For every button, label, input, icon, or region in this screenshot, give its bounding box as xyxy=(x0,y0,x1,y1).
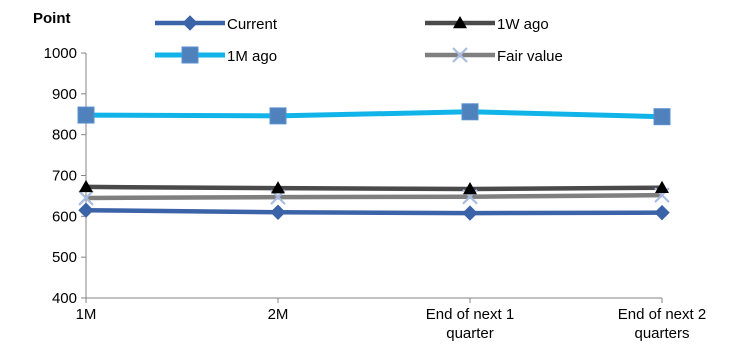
series-markers xyxy=(77,103,671,221)
data-point-1w-ago xyxy=(79,179,93,193)
legend-label: 1W ago xyxy=(497,16,549,33)
data-point-current xyxy=(654,204,670,221)
data-point-current xyxy=(462,205,478,221)
y-unit-label: Point xyxy=(33,10,71,27)
data-point-1w-ago xyxy=(463,181,477,195)
x-tick-label: quarter xyxy=(446,325,494,342)
legend-item: 1W ago xyxy=(425,16,549,33)
y-tick-label: 1000 xyxy=(44,45,77,62)
series-line-fair-value xyxy=(85,192,663,201)
x-tick-label: quarters xyxy=(634,325,689,342)
legend-item: 1M ago xyxy=(155,46,277,65)
y-tick-label: 500 xyxy=(52,249,77,266)
legend-marker xyxy=(181,46,199,64)
legend-item: Fair value xyxy=(425,47,563,65)
data-point-1w-ago xyxy=(655,180,669,193)
series-line-1w-ago xyxy=(85,184,663,192)
x-tick-label: End of next 2 xyxy=(618,306,706,323)
legend-item: Current xyxy=(155,15,278,33)
legend-marker xyxy=(453,16,467,29)
legend-label: Current xyxy=(227,16,278,33)
data-point-1m-ago xyxy=(653,108,671,126)
legend: Current 1W ago 1M ago Fair value xyxy=(155,15,563,65)
y-tick-label: 800 xyxy=(52,127,77,144)
axes: 400 500 600 700 800 900 1000 1M 2M End of next 1 q… xyxy=(44,45,707,342)
series-line-1m-ago xyxy=(85,109,663,120)
legend-marker xyxy=(452,47,468,63)
y-tick-label: 600 xyxy=(52,208,77,225)
data-point-1m-ago xyxy=(269,107,287,125)
x-tick-label: 2M xyxy=(268,306,289,323)
data-point-fair-value xyxy=(78,190,94,206)
data-point-1m-ago xyxy=(77,106,95,124)
data-point-1w-ago xyxy=(271,181,285,194)
series-line-current xyxy=(85,207,663,216)
data-point-current xyxy=(78,202,94,218)
data-point-1m-ago xyxy=(461,103,479,121)
x-tick-label: End of next 1 xyxy=(426,306,514,323)
y-tick-label: 900 xyxy=(52,86,77,103)
series-lines xyxy=(85,109,663,216)
x-tick-label: 1M xyxy=(76,306,97,323)
legend-label: 1M ago xyxy=(227,48,277,65)
y-tick-label: 700 xyxy=(52,168,77,185)
data-point-current xyxy=(270,204,286,220)
legend-marker xyxy=(182,15,198,31)
y-tick-label: 400 xyxy=(52,290,77,307)
legend-label: Fair value xyxy=(497,48,563,65)
